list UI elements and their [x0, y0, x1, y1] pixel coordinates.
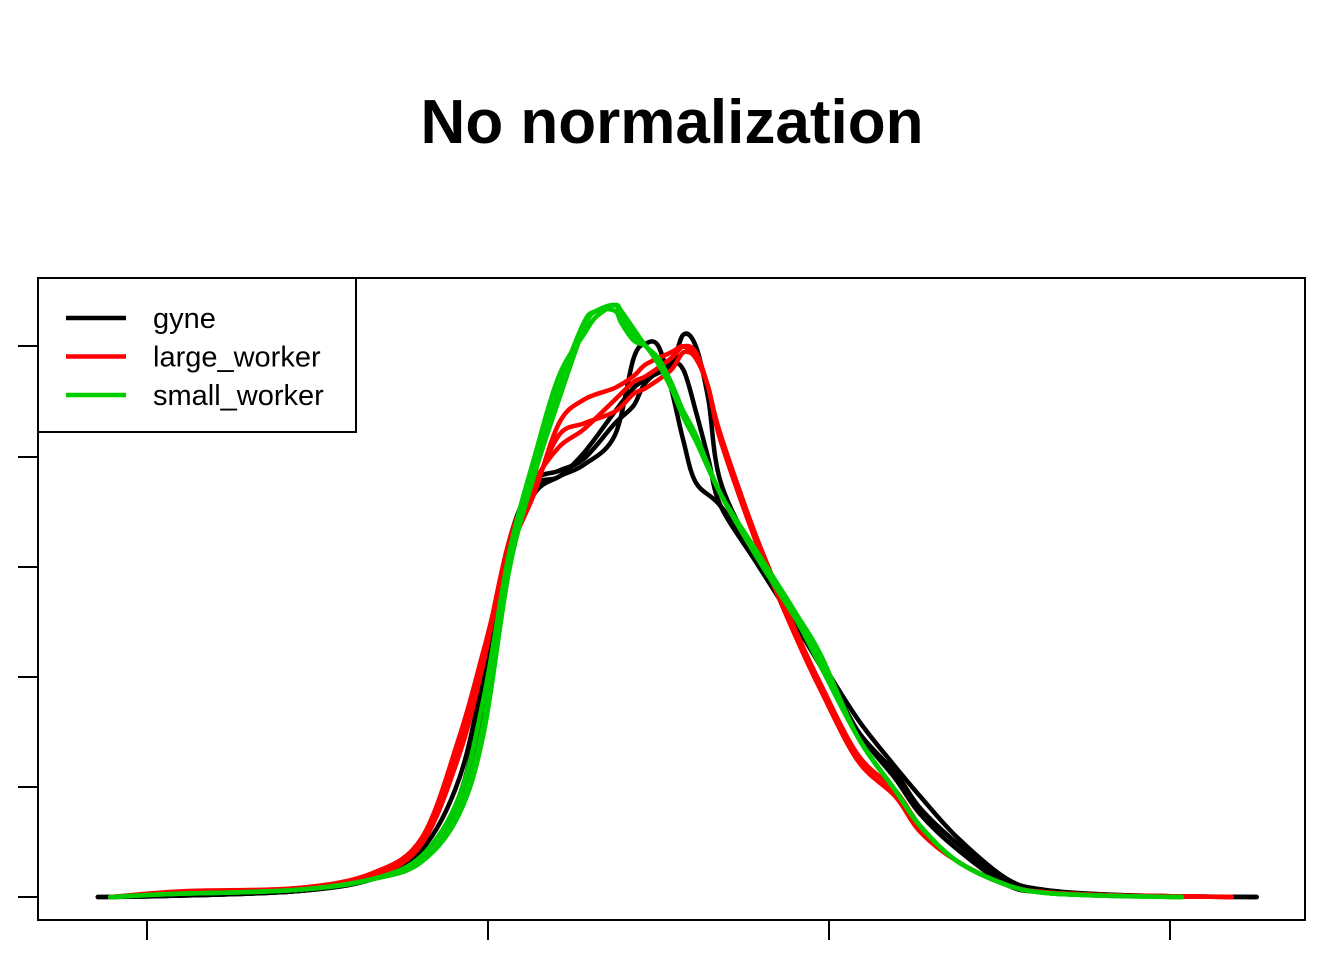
series-line-small_worker-9 — [108, 306, 1185, 900]
legend: gyne large_worker small_worker — [37, 277, 357, 433]
plot-area — [95, 302, 1259, 900]
legend-label-gyne: gyne — [153, 303, 216, 335]
axes — [18, 277, 1306, 940]
legend-label-large_worker: large_worker — [153, 342, 321, 374]
legend-label-small_worker: small_worker — [153, 380, 324, 412]
plot-frame — [37, 277, 1306, 921]
chart-title: No normalization — [421, 88, 924, 157]
